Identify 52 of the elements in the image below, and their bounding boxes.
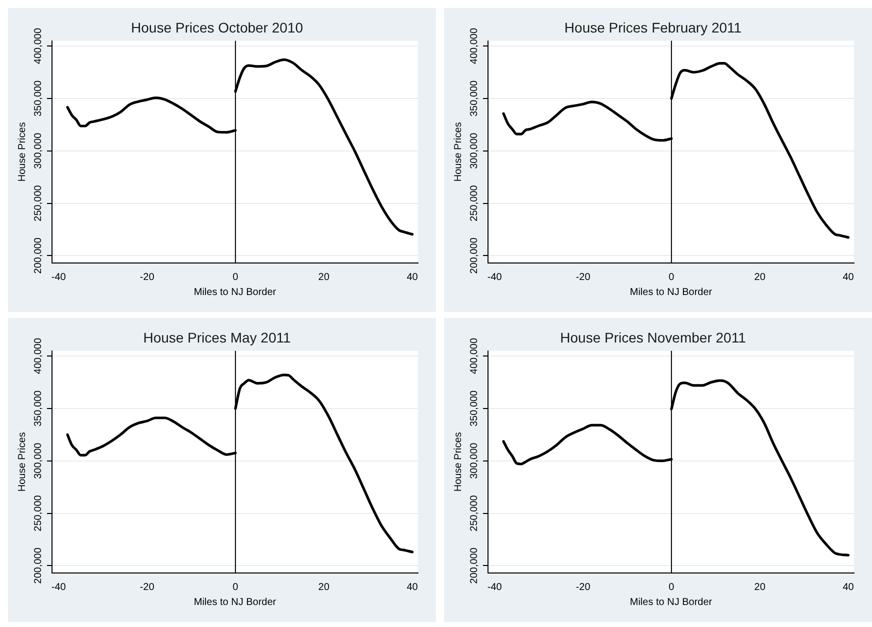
- x-tick-label: 0: [668, 272, 675, 283]
- x-tick-label: 40: [406, 272, 418, 283]
- x-tick-label: 40: [842, 272, 854, 283]
- x-tick-label: 40: [842, 582, 854, 593]
- chart-title: House Prices October 2010: [131, 19, 304, 36]
- x-axis-title: Miles to NJ Border: [194, 596, 277, 608]
- y-tick-label: 300,000: [32, 132, 44, 169]
- y-tick-label: 200,000: [468, 237, 480, 274]
- x-tick-label: -20: [576, 272, 591, 283]
- y-tick-label: 350,000: [468, 80, 480, 117]
- x-tick-label: 20: [754, 272, 766, 283]
- y-tick-label: 400,000: [468, 338, 480, 374]
- y-tick-label: 350,000: [468, 390, 480, 427]
- chart-title: House Prices February 2011: [564, 19, 742, 36]
- x-tick-label: -40: [51, 272, 66, 283]
- x-tick-label: 0: [668, 582, 675, 593]
- x-tick-label: -20: [576, 582, 591, 593]
- y-tick-label: 300,000: [468, 132, 480, 169]
- x-tick-label: 40: [406, 582, 418, 593]
- y-tick-label: 400,000: [468, 28, 480, 64]
- x-axis-title: Miles to NJ Border: [194, 286, 277, 298]
- y-tick-label: 350,000: [32, 80, 44, 117]
- y-axis-title: House Prices: [16, 432, 28, 492]
- y-tick-label: 250,000: [468, 494, 480, 532]
- y-tick-label: 400,000: [32, 28, 44, 64]
- x-tick-label: 0: [232, 272, 239, 283]
- y-axis-title: House Prices: [16, 122, 28, 182]
- x-tick-label: -40: [51, 582, 66, 593]
- x-tick-label: -20: [140, 272, 155, 283]
- x-axis-title: Miles to NJ Border: [630, 596, 713, 608]
- y-axis-title: House Prices: [452, 122, 464, 182]
- y-tick-label: 250,000: [32, 494, 44, 532]
- y-tick-label: 200,000: [32, 547, 44, 584]
- y-tick-label: 200,000: [468, 547, 480, 584]
- y-tick-label: 300,000: [468, 442, 480, 479]
- chart-title: House Prices May 2011: [143, 329, 292, 346]
- chart-title: House Prices November 2011: [560, 329, 746, 346]
- y-tick-label: 400,000: [32, 338, 44, 374]
- x-tick-label: -40: [487, 272, 502, 283]
- x-axis-title: Miles to NJ Border: [630, 286, 713, 298]
- y-tick-label: 350,000: [32, 390, 44, 427]
- y-tick-label: 300,000: [32, 442, 44, 479]
- x-tick-label: 20: [754, 582, 766, 593]
- y-tick-label: 200,000: [32, 237, 44, 274]
- x-tick-label: 0: [232, 582, 239, 593]
- x-tick-label: 20: [318, 582, 330, 593]
- x-tick-label: -20: [140, 582, 155, 593]
- x-tick-label: -40: [487, 582, 502, 593]
- y-tick-label: 250,000: [32, 184, 44, 222]
- x-tick-label: 20: [318, 272, 330, 283]
- y-axis-title: House Prices: [452, 432, 464, 492]
- y-tick-label: 250,000: [468, 184, 480, 222]
